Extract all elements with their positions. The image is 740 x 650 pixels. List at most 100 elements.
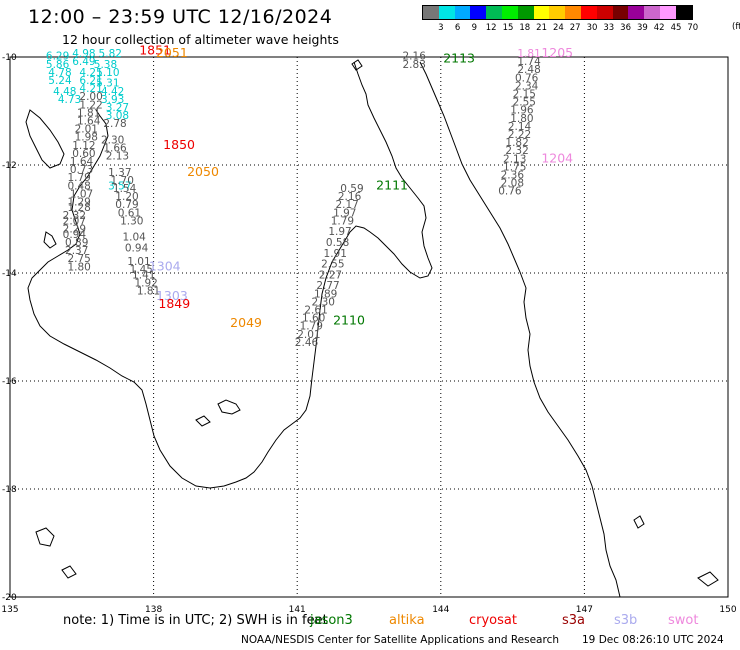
legend-item-s3a: s3a [562, 613, 586, 628]
wave-height-value: 3.27 [106, 102, 129, 114]
wave-height-value: 2.01 [297, 329, 320, 341]
colorbar-cell [501, 6, 518, 19]
wave-height-value: 2.32 [63, 210, 86, 222]
wave-height-value: 2.30 [312, 296, 335, 308]
track-time-label: 2049 [230, 315, 262, 330]
east-islands-2 [633, 515, 645, 529]
wave-height-value: 2.34 [515, 80, 539, 92]
y-axis-tick-label: -12 [2, 161, 17, 171]
wave-height-value: 1.80 [510, 113, 533, 125]
wave-height-value: 2.17 [335, 199, 358, 211]
wave-height-value: 2.29 [63, 224, 86, 236]
wave-height-value: 1.81 [517, 48, 540, 60]
colorbar-tick: 45 [670, 23, 682, 33]
wave-height-value: 1.41 [132, 269, 155, 281]
wave-height-value: 2.61 [304, 305, 327, 317]
wave-height-value: 1.01 [127, 256, 150, 268]
wave-height-value: 2.55 [321, 259, 344, 271]
wave-height-value: 0.48 [67, 180, 90, 192]
colorbar-cell [580, 6, 597, 19]
wave-height-value: 1.22 [79, 99, 102, 111]
wave-height-value: 4.98 [72, 48, 95, 60]
wave-height-value: 1.04 [122, 232, 146, 244]
wave-height-value: 1.97 [333, 207, 356, 219]
groote-island [43, 231, 57, 249]
colorbar-cell [596, 6, 613, 19]
wave-height-value: 4.73 [58, 94, 81, 106]
wave-height-value: 2.13 [503, 153, 526, 165]
colorbar-cells [422, 5, 693, 20]
track-time-label: 1851 [139, 42, 171, 57]
x-axis-tick-label: 144 [432, 605, 449, 615]
colorbar-tick: 30 [586, 23, 598, 33]
gulf-islands [25, 109, 65, 169]
credit-timestamp: 19 Dec 08:26:10 UTC 2024 [582, 634, 724, 646]
colorbar-cell [628, 6, 645, 19]
legend-item-cryosat: cryosat [469, 613, 517, 628]
x-axis-tick-label: 135 [1, 605, 18, 615]
wave-height-value: 2.16 [403, 51, 427, 63]
wave-height-value: 1.79 [331, 215, 354, 227]
colorbar-tick: 6 [454, 23, 461, 33]
track-time-label: 2111 [376, 177, 408, 192]
mornington-island [217, 399, 241, 415]
colorbar-cell [486, 6, 502, 19]
wave-height-value: 1.79 [300, 321, 323, 333]
chart-title: 12:00 – 23:59 UTC 12/16/2024 [28, 6, 333, 28]
wave-height-value: 1.80 [67, 261, 90, 273]
wave-height-value: 2.36 [501, 170, 525, 182]
sw-islands [35, 527, 55, 547]
wave-height-value: 1.75 [503, 161, 526, 173]
colorbar-tick: 33 [603, 23, 615, 33]
legend-item-altika: altika [389, 613, 425, 628]
coastline [25, 59, 719, 598]
colorbar-cell [470, 6, 487, 19]
wave-height-value: 1.96 [510, 105, 534, 117]
torres-islands [351, 59, 363, 71]
wave-height-value: 2.83 [403, 59, 426, 71]
wave-height-value: 0.58 [326, 237, 349, 249]
wave-height-value: 2.07 [63, 215, 86, 227]
legend-item-s3b: s3b [614, 613, 638, 628]
colorbar-cell [438, 6, 455, 19]
track-time-label: 1205 [541, 45, 573, 60]
colorbar-tick: 70 [687, 23, 699, 33]
wave-height-value: 2.77 [316, 280, 339, 292]
credit-text: NOAA/NESDIS Center for Satellite Applica… [241, 634, 559, 646]
wave-height-value: 1.91 [324, 248, 347, 260]
wave-height-value: 1.97 [328, 226, 351, 238]
wave-height-value: 0.94 [63, 229, 87, 241]
wave-height-value: 1.82 [505, 137, 528, 149]
wave-height-value: 0.60 [72, 148, 95, 160]
x-axis-tick-label: 150 [719, 605, 736, 615]
wave-height-value: 1.28 [67, 202, 90, 214]
colorbar-tick: 27 [569, 23, 581, 33]
colorbar-cell [659, 6, 676, 19]
wave-height-value: 1.74 [517, 56, 541, 68]
wave-height-value: 1.37 [108, 167, 131, 179]
cape-york-coast [27, 61, 433, 489]
wave-height-value: 5.10 [96, 67, 119, 79]
y-axis-tick-label: -10 [2, 53, 17, 63]
wave-height-value: 0.59 [340, 183, 363, 195]
x-axis-tick-label: 141 [289, 605, 306, 615]
colorbar-cell [644, 6, 660, 19]
wave-height-value: 2.48 [517, 64, 540, 76]
y-axis-tick-label: -20 [2, 593, 17, 603]
colorbar-tick: 39 [636, 23, 648, 33]
colorbar-tick: 42 [653, 23, 665, 33]
colorbar-tick: 3 [438, 23, 444, 33]
wave-height-value: 2.30 [101, 134, 124, 146]
wave-height-value: 2.37 [65, 245, 88, 257]
wave-height-value: 5.82 [99, 48, 122, 60]
wellesley-islands [195, 415, 211, 427]
wave-height-value: 3.57 [108, 180, 131, 192]
wave-height-value: 1.30 [120, 215, 143, 227]
colorbar-tick: 9 [471, 23, 478, 33]
wave-height-value: 2.75 [67, 253, 90, 265]
map-frame [9, 56, 729, 598]
wave-height-value: 2.00 [79, 91, 102, 103]
wave-height-value: 1.07 [70, 188, 93, 200]
